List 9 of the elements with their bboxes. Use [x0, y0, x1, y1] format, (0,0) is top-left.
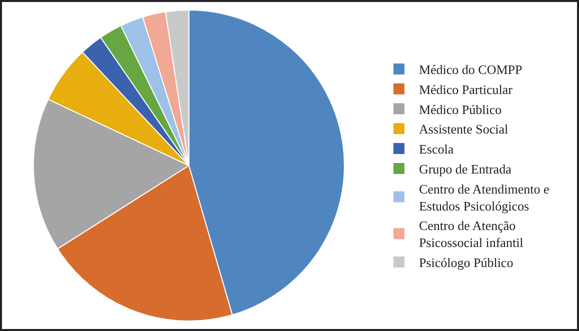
legend-label: Médico Particular — [418, 82, 514, 97]
legend-label: Escola — [418, 142, 454, 157]
legend-label: Médico do COMPP — [418, 62, 522, 78]
legend-label: Assistente Social — [418, 122, 509, 137]
legend-label: Centro de Atendimento e Estudos Psicológicos — [418, 181, 550, 214]
legend-label: Grupo de Entrada — [418, 162, 512, 177]
legend-label: Psicólogo Público — [418, 255, 514, 270]
legend-label: Centro de Atenção Psicossocial infantil — [418, 218, 524, 250]
legend-label: Médico Público — [418, 102, 502, 117]
